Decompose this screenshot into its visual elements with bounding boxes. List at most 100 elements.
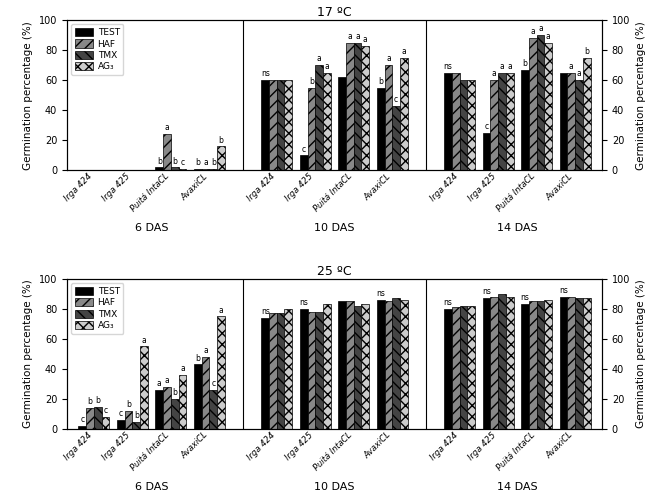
Bar <box>560 73 567 170</box>
Text: b: b <box>195 354 200 363</box>
Bar <box>339 301 346 429</box>
Text: a: a <box>577 69 581 78</box>
Bar <box>506 73 514 170</box>
Text: ns: ns <box>559 286 568 295</box>
Bar <box>315 312 323 429</box>
Text: 6 DAS: 6 DAS <box>135 482 169 492</box>
Text: b: b <box>195 158 200 167</box>
Bar <box>537 35 545 170</box>
Text: b: b <box>134 411 138 420</box>
Bar <box>171 167 179 170</box>
Text: 6 DAS: 6 DAS <box>135 223 169 233</box>
Text: c: c <box>181 158 185 167</box>
Text: a: a <box>324 62 329 71</box>
Text: c: c <box>118 409 123 418</box>
Bar <box>583 57 591 170</box>
Legend: TEST, HAF, TMX, AG₃: TEST, HAF, TMX, AG₃ <box>72 24 123 75</box>
Text: a: a <box>500 62 504 71</box>
Text: a: a <box>203 346 208 355</box>
Bar <box>194 364 201 429</box>
Bar <box>209 390 217 429</box>
Text: 14 DAS: 14 DAS <box>497 482 538 492</box>
Text: a: a <box>538 24 543 33</box>
Bar <box>140 346 148 429</box>
Text: b: b <box>173 388 177 397</box>
Bar <box>163 134 171 170</box>
Text: b: b <box>309 77 314 86</box>
Text: a: a <box>203 158 208 167</box>
Bar <box>545 42 552 170</box>
Bar <box>194 169 201 170</box>
Bar <box>377 88 385 170</box>
Legend: TEST, HAF, TMX, AG₃: TEST, HAF, TMX, AG₃ <box>72 283 123 334</box>
Bar <box>277 80 284 170</box>
Bar <box>444 73 452 170</box>
Text: b: b <box>88 397 92 406</box>
Bar <box>179 169 186 170</box>
Bar <box>361 304 369 429</box>
Bar <box>217 146 225 170</box>
Bar <box>521 304 529 429</box>
Text: b: b <box>522 59 528 68</box>
Bar <box>468 80 475 170</box>
Text: b: b <box>584 47 589 56</box>
Bar <box>354 306 361 429</box>
Text: a: a <box>157 379 162 388</box>
Bar <box>385 65 392 170</box>
Bar <box>308 312 315 429</box>
Text: a: a <box>165 376 169 385</box>
Bar <box>537 301 545 429</box>
Bar <box>102 417 109 429</box>
Bar <box>284 309 292 429</box>
Bar <box>262 80 269 170</box>
Bar <box>179 375 186 429</box>
Text: a: a <box>531 27 535 36</box>
Bar <box>300 155 308 170</box>
Text: a: a <box>316 54 322 63</box>
Text: c: c <box>103 406 108 415</box>
Text: c: c <box>80 415 84 424</box>
Bar <box>323 304 330 429</box>
Text: a: a <box>355 32 360 41</box>
Bar <box>269 313 277 429</box>
Bar <box>452 73 460 170</box>
Bar <box>117 420 124 429</box>
Text: 10 DAS: 10 DAS <box>314 223 355 233</box>
Bar <box>201 169 209 170</box>
Text: a: a <box>546 32 551 41</box>
Bar <box>567 73 575 170</box>
Bar <box>94 407 102 429</box>
Bar <box>490 297 498 429</box>
Bar <box>452 307 460 429</box>
Y-axis label: Germination percentage (%): Germination percentage (%) <box>23 279 33 428</box>
Text: b: b <box>378 77 383 86</box>
Bar <box>460 80 468 170</box>
Bar <box>277 313 284 429</box>
Bar <box>545 300 552 429</box>
Bar <box>529 301 537 429</box>
Text: b: b <box>219 136 223 145</box>
Bar <box>155 390 163 429</box>
Bar <box>163 387 171 429</box>
Text: ns: ns <box>482 287 491 296</box>
Text: a: a <box>165 123 169 133</box>
Text: a: a <box>142 336 147 345</box>
Bar <box>490 80 498 170</box>
Bar <box>86 408 94 429</box>
Bar <box>392 298 400 429</box>
Text: a: a <box>363 35 368 44</box>
Bar <box>346 42 354 170</box>
Bar <box>377 300 385 429</box>
Bar <box>361 45 369 170</box>
Bar <box>323 73 330 170</box>
Text: c: c <box>302 145 306 154</box>
Bar <box>171 399 179 429</box>
Bar <box>155 167 163 170</box>
Text: c: c <box>484 122 488 131</box>
Bar <box>346 301 354 429</box>
Text: b: b <box>211 158 215 167</box>
Text: ns: ns <box>520 293 530 302</box>
Text: ns: ns <box>261 307 270 316</box>
Bar <box>575 80 583 170</box>
Text: c: c <box>211 379 215 388</box>
